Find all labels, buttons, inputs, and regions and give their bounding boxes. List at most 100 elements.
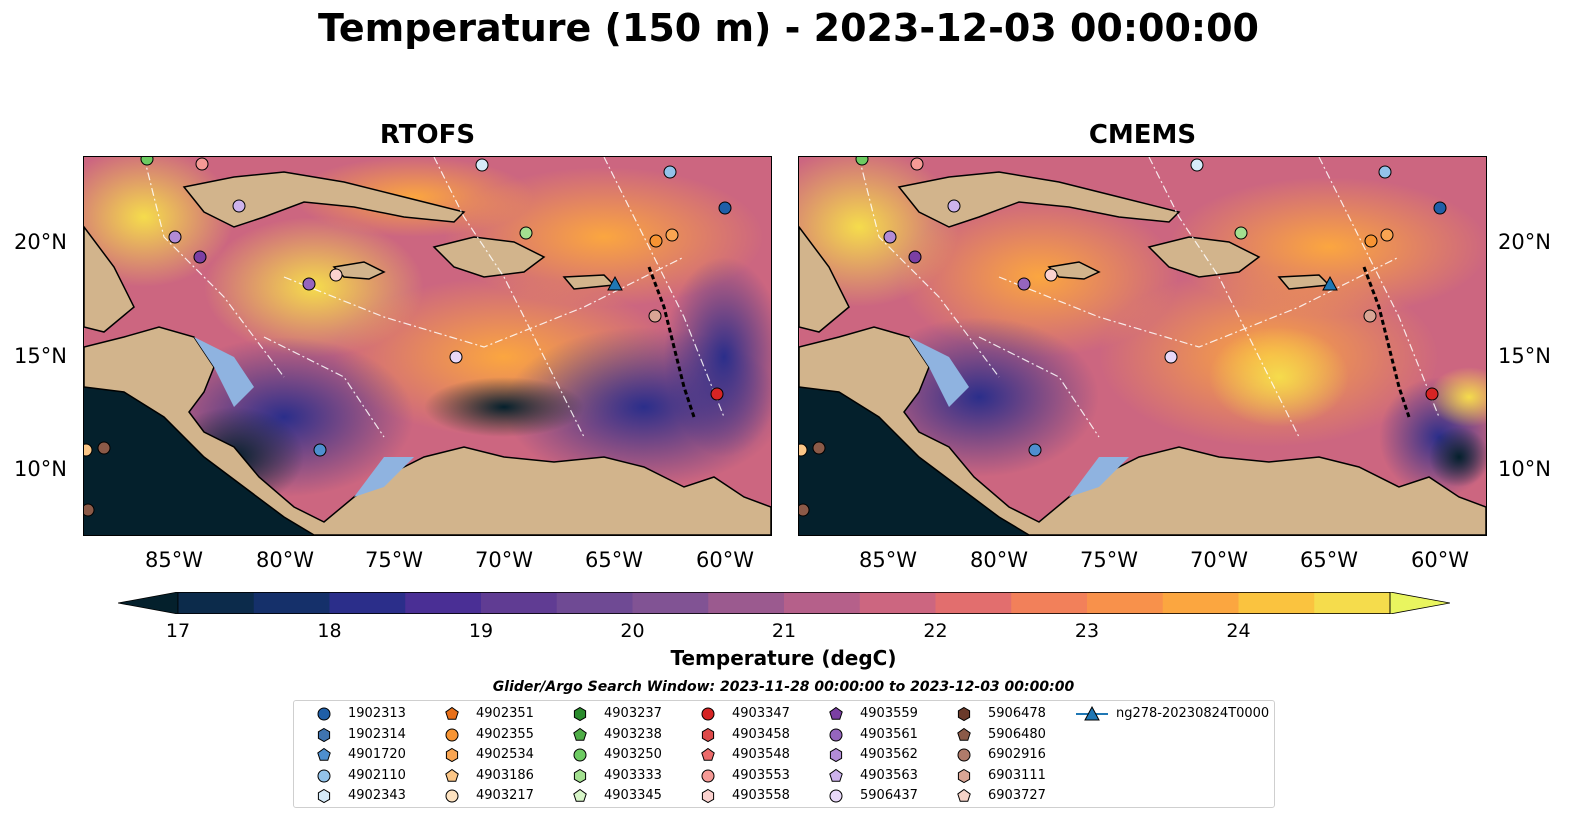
pentagon-marker-icon — [829, 768, 843, 782]
circle-marker-icon — [829, 789, 843, 803]
pentagon-marker-icon — [573, 727, 587, 741]
legend-label: 1902314 — [348, 726, 406, 742]
legend-label: 5906437 — [860, 788, 918, 803]
colorbar-segment — [1314, 592, 1391, 614]
lon-label-70w: 70°W — [1190, 548, 1248, 572]
pentagon-marker-icon — [829, 706, 843, 720]
pentagon-marker-icon — [445, 768, 459, 782]
panel-title-rtofs: RTOFS — [379, 120, 476, 150]
legend-label: 4903186 — [476, 767, 534, 783]
colorbar-segment — [556, 592, 633, 614]
map-rtofs-svg — [84, 157, 771, 535]
colorbar-tick-label: 17 — [165, 620, 191, 642]
hexagon-marker-icon — [317, 727, 331, 742]
legend-label: 4903250 — [604, 747, 662, 762]
lon-label-75w: 75°W — [365, 548, 423, 572]
circle-marker-icon — [957, 748, 971, 762]
legend-label: 4903562 — [860, 747, 918, 762]
legend-label: 4903217 — [476, 788, 534, 803]
lat-label-15n-left: 15°N — [14, 344, 67, 368]
legend-label: 4903548 — [732, 747, 790, 762]
colorbar-segment — [405, 592, 482, 614]
legend-label: 6903727 — [988, 788, 1046, 803]
pentagon-marker-icon — [957, 788, 971, 802]
colorbar-segment — [1087, 592, 1164, 614]
colorbar-tick-label: 21 — [771, 620, 797, 642]
legend-label: 1902313 — [348, 706, 406, 721]
hexagon-marker-icon — [445, 747, 459, 763]
circle-marker-icon — [573, 748, 587, 762]
legend-label: 4903458 — [732, 726, 790, 742]
colorbar-segment — [178, 592, 255, 614]
legend-label: 4903347 — [732, 706, 790, 721]
colorbar-tick-label: 23 — [1074, 620, 1100, 642]
legend-label: 4903558 — [732, 788, 790, 803]
hexagon-marker-icon — [573, 706, 587, 722]
map-cmems-svg — [799, 157, 1486, 535]
legend-label: 4903553 — [732, 767, 790, 783]
colorbar-segment — [784, 592, 861, 614]
map-panel-cmems — [798, 156, 1487, 536]
pentagon-marker-icon — [701, 747, 715, 761]
lon-label-60w: 60°W — [696, 548, 754, 572]
legend-label: 5906480 — [988, 726, 1046, 742]
hexagon-marker-icon — [701, 727, 715, 742]
colorbar-segment — [253, 592, 330, 614]
circle-marker-icon — [317, 707, 331, 721]
lon-label-80w: 80°W — [970, 548, 1028, 572]
legend-label: 4903333 — [604, 767, 662, 783]
colorbar-segment — [1238, 592, 1315, 614]
legend-label: 5906478 — [988, 706, 1046, 721]
colorbar-segment — [481, 592, 558, 614]
search-window-text: Glider/Argo Search Window: 2023-11-28 00… — [492, 679, 1075, 695]
circle-marker-icon — [317, 769, 331, 782]
map-panel-rtofs — [83, 156, 772, 536]
legend-label: 4903563 — [860, 767, 918, 783]
circle-marker-icon — [701, 769, 715, 782]
legend-label: 4902351 — [476, 706, 534, 721]
hexagon-marker-icon — [829, 747, 843, 763]
hexagon-marker-icon — [701, 788, 715, 804]
lon-label-65w: 65°W — [1300, 548, 1358, 572]
pentagon-marker-icon — [957, 727, 971, 741]
colorbar-tick-label: 20 — [620, 620, 645, 642]
legend-label: 4902110 — [348, 767, 406, 783]
panel-title-cmems: CMEMS — [1088, 120, 1197, 150]
colorbar-label: Temperature (degC) — [670, 646, 897, 670]
lat-label-15n-right: 15°N — [1498, 344, 1551, 368]
colorbar-tick-label: 22 — [923, 620, 948, 642]
colorbar-segment — [632, 592, 709, 614]
figure-title: Temperature (150 m) - 2023-12-03 00:00:0… — [317, 6, 1259, 50]
lat-label-20n-left: 20°N — [14, 230, 67, 254]
legend-label: 4903561 — [860, 726, 918, 742]
pentagon-marker-icon — [573, 788, 587, 802]
colorbar-extend-max — [1389, 592, 1450, 614]
lon-label-65w: 65°W — [585, 548, 643, 572]
lon-label-75w: 75°W — [1080, 548, 1138, 572]
circle-marker-icon — [701, 707, 715, 721]
legend-label: 4902534 — [476, 747, 534, 762]
colorbar-outline — [177, 592, 1391, 614]
lat-label-10n-right: 10°N — [1498, 457, 1551, 481]
colorbar-extend-min — [118, 592, 179, 614]
circle-marker-icon — [829, 728, 843, 741]
legend-label: 4903237 — [604, 706, 662, 721]
colorbar-tick-label: 19 — [468, 620, 494, 642]
legend-label: 4901720 — [348, 747, 406, 762]
colorbar-tick-label: 24 — [1226, 620, 1251, 642]
hexagon-marker-icon — [957, 768, 971, 783]
colorbar-segment — [708, 592, 785, 614]
legend: 1902313 1902314 4901720 4902110 4902343 49023… — [293, 700, 1275, 808]
hexagon-marker-icon — [573, 768, 587, 783]
legend-label: 6903111 — [988, 767, 1046, 783]
pentagon-marker-icon — [445, 706, 459, 720]
colorbar-segment — [1162, 592, 1239, 614]
circle-marker-icon — [445, 728, 459, 741]
lon-label-70w: 70°W — [475, 548, 533, 572]
lon-label-60w: 60°W — [1411, 548, 1469, 572]
legend-label: ng278-20230824T0000 — [1116, 706, 1270, 721]
lon-label-80w: 80°W — [256, 548, 314, 572]
colorbar — [118, 592, 1450, 614]
colorbar-tick-label: 18 — [317, 620, 342, 642]
legend-label: 4903559 — [860, 706, 918, 721]
